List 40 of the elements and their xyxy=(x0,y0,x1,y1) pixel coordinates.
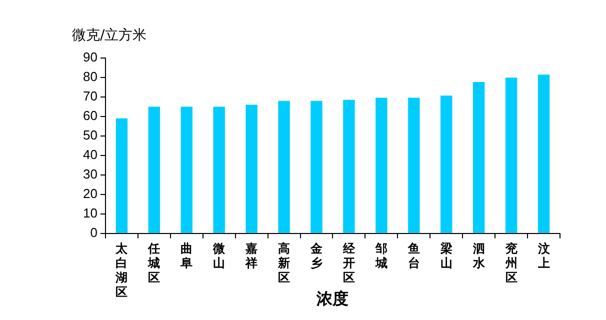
y-tick-label: 30 xyxy=(82,166,98,182)
x-tick-label: 高新区 xyxy=(277,242,290,285)
x-tick-label: 泗水 xyxy=(472,242,486,270)
y-tick-label: 70 xyxy=(82,88,98,104)
bar xyxy=(278,100,290,233)
x-tick-label: 金乡 xyxy=(309,242,324,270)
y-tick-label: 50 xyxy=(82,128,98,143)
x-tick-label: 曲阜 xyxy=(180,242,193,270)
bar xyxy=(310,100,322,233)
x-tick-label: 鱼台 xyxy=(406,242,420,270)
x-tick-label: 兖州区 xyxy=(504,242,518,285)
bar xyxy=(148,106,160,233)
y-tick-label: 80 xyxy=(82,69,98,84)
y-tick-label: 20 xyxy=(82,186,98,201)
y-tick-label: 10 xyxy=(82,205,98,220)
bar xyxy=(116,118,128,233)
x-tick-label: 汶上 xyxy=(536,242,551,270)
y-axis-title: 微克/立方米 xyxy=(72,28,147,44)
y-tick-label: 40 xyxy=(82,147,98,162)
bar xyxy=(408,98,420,233)
x-tick-label: 任城区 xyxy=(147,242,160,285)
y-tick-label: 60 xyxy=(82,108,98,124)
x-tick-label: 太白湖区 xyxy=(114,242,129,299)
x-tick-label: 邹城 xyxy=(374,242,388,270)
x-tick-label: 梁山 xyxy=(439,242,452,270)
bar xyxy=(376,98,388,233)
x-tick-label: 微山 xyxy=(212,242,226,270)
bar xyxy=(213,106,225,233)
bar xyxy=(538,74,550,233)
x-axis-title: 浓度 xyxy=(316,289,349,308)
bar xyxy=(246,104,258,233)
y-tick-label: 0 xyxy=(90,224,98,240)
y-tick-label: 90 xyxy=(82,50,98,65)
bar xyxy=(343,100,355,233)
bar xyxy=(440,96,452,233)
bar xyxy=(505,78,518,233)
x-tick-label: 嘉祥 xyxy=(244,242,258,270)
bar xyxy=(472,82,485,233)
x-tick-label: 经开区 xyxy=(342,242,356,285)
bar xyxy=(180,106,192,233)
